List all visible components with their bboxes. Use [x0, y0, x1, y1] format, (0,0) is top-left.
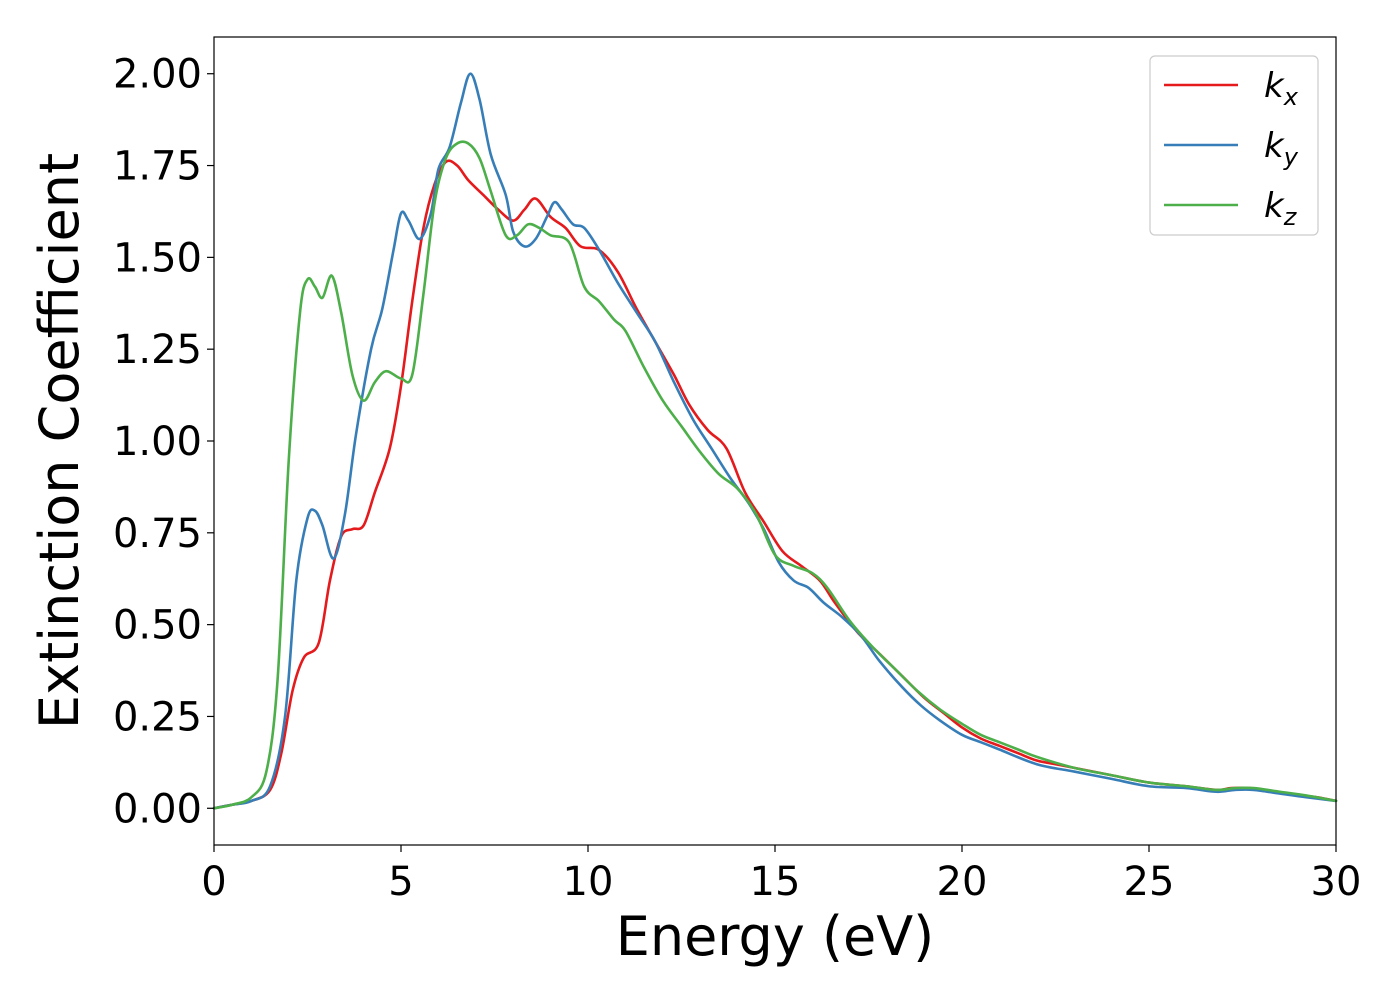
y-tick-label: 1.75 — [113, 144, 202, 190]
legend-label-kz: kz — [1264, 186, 1298, 231]
x-axis: 0 5 10 15 20 25 30 — [201, 845, 1361, 905]
x-axis-title: Energy (eV) — [616, 905, 935, 968]
y-tick-label: 0.50 — [113, 603, 202, 649]
x-tick-label: 0 — [201, 859, 226, 905]
legend-label-subscript: z — [1283, 203, 1298, 231]
series-line-kz — [212, 140, 1338, 810]
x-tick-label: 15 — [750, 859, 801, 905]
x-tick-label: 5 — [388, 859, 413, 905]
y-axis: 0.00 0.25 0.50 0.75 1.00 1.25 1.50 1.75 2.00 — [113, 52, 214, 832]
legend-label-subscript: y — [1283, 143, 1299, 171]
x-tick-label: 10 — [563, 859, 614, 905]
legend-label-subscript: x — [1283, 83, 1299, 111]
y-tick-label: 0.00 — [113, 786, 202, 832]
x-tick-label: 25 — [1124, 859, 1175, 905]
y-tick-label: 1.50 — [113, 235, 202, 281]
y-tick-label: 1.25 — [113, 327, 202, 373]
x-tick-label: 30 — [1311, 859, 1362, 905]
legend-label-kx: kx — [1264, 66, 1299, 111]
y-tick-label: 1.00 — [113, 419, 202, 465]
legend-label-ky: ky — [1264, 126, 1299, 171]
legend-label-main: k — [1264, 186, 1285, 226]
y-tick-label: 0.25 — [113, 694, 202, 740]
legend-label-main: k — [1264, 66, 1285, 106]
series-layer — [212, 72, 1338, 810]
x-tick-label: 20 — [937, 859, 988, 905]
y-tick-label: 2.00 — [113, 52, 202, 98]
legend-label-main: k — [1264, 126, 1285, 166]
y-tick-label: 0.75 — [113, 511, 202, 557]
series-line-ky — [212, 72, 1338, 810]
y-axis-title: Extinction Coefficient — [28, 153, 91, 729]
